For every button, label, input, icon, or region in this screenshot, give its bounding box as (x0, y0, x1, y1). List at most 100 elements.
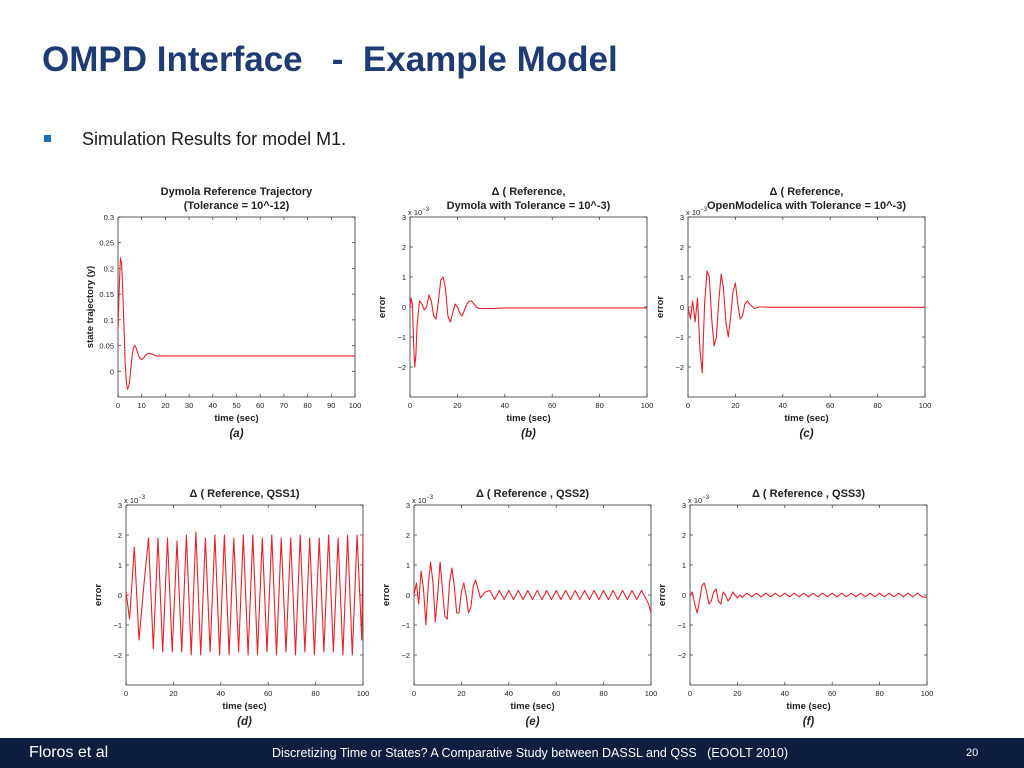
chart-caption: (e) (525, 716, 539, 728)
chart-e: Δ ( Reference , QSS2) 0 20 40 60 80 100 −2 −1 0 1 2… (374, 460, 664, 732)
x-tick-label: 40 (505, 689, 513, 698)
x-tick-label: 100 (349, 401, 362, 410)
y-tick-label: −2 (397, 363, 406, 372)
x-tick-label: 100 (357, 689, 370, 698)
y-tick-label: −1 (401, 621, 410, 630)
y-scale-label: x 10−3 (686, 207, 708, 217)
series-line (413, 561, 652, 626)
y-tick-label: 0.15 (99, 290, 114, 299)
y-axis-label: error (655, 296, 666, 318)
y-tick-label: 0 (402, 303, 406, 312)
y-tick-label: 1 (402, 273, 406, 282)
y-tick-label: 0.1 (104, 316, 114, 325)
chart-title-line: Dymola Reference Trajectory (161, 186, 314, 198)
plot-frame (413, 504, 652, 686)
y-tick-label: 0 (682, 591, 686, 600)
chart-title-line: Δ ( Reference, (770, 186, 844, 198)
x-tick-label: 100 (645, 689, 658, 698)
y-axis-label: error (657, 584, 668, 606)
chart-caption: (b) (521, 428, 536, 440)
y-axis-label: error (377, 296, 388, 318)
x-tick-label: 100 (921, 689, 934, 698)
chart-title-line: Δ ( Reference, QSS1) (190, 488, 300, 500)
chart-svg: Δ ( Reference , QSS3) 0 20 40 60 80 100 −2 −1 0 1 2… (657, 488, 934, 728)
chart-svg: Δ ( Reference, Dymola with Tolerance = 10… (377, 186, 654, 440)
chart-title-line: Δ ( Reference , QSS3) (752, 488, 865, 500)
y-tick-label: 1 (682, 561, 686, 570)
y-tick-label: 3 (682, 501, 686, 510)
x-tick-label: 10 (138, 401, 146, 410)
plot-frame (117, 216, 356, 398)
y-scale-label: x 10−3 (124, 495, 146, 505)
y-scale-label: x 10−3 (412, 495, 434, 505)
x-tick-label: 20 (733, 689, 741, 698)
x-tick-label: 40 (779, 401, 787, 410)
x-tick-label: 20 (169, 689, 177, 698)
y-tick-label: 2 (406, 531, 410, 540)
x-tick-label: 60 (826, 401, 834, 410)
x-tick-label: 60 (264, 689, 272, 698)
chart-c: Δ ( Reference, OpenModelica with Toleranc… (648, 172, 938, 444)
chart-svg: Δ ( Reference , QSS2) 0 20 40 60 80 100 −2 −1 0 1 2… (381, 488, 658, 728)
x-tick-label: 40 (781, 689, 789, 698)
y-tick-label: 2 (682, 531, 686, 540)
plot-frame (125, 504, 364, 686)
chart-title-line: Dymola with Tolerance = 10^-3) (447, 200, 611, 212)
y-tick-label: 2 (402, 243, 406, 252)
y-tick-label: 0.25 (99, 239, 114, 248)
slide-title: OMPD Interface - Example Model (42, 40, 618, 79)
series-line (117, 257, 355, 390)
x-tick-label: 60 (256, 401, 264, 410)
x-tick-label: 60 (548, 401, 556, 410)
x-tick-label: 0 (688, 689, 692, 698)
x-tick-label: 40 (501, 401, 509, 410)
chart-d: Δ ( Reference, QSS1) 0 20 40 60 80 100 −2 −1 0 1 2 3… (86, 460, 376, 732)
chart-b: Δ ( Reference, Dymola with Tolerance = 10… (370, 172, 660, 444)
x-tick-label: 20 (457, 689, 465, 698)
y-tick-label: −1 (397, 333, 406, 342)
series-line (125, 531, 364, 656)
chart-caption: (d) (237, 716, 252, 728)
y-axis-label: error (93, 584, 104, 606)
x-tick-label: 80 (599, 689, 607, 698)
y-tick-label: −2 (677, 651, 686, 660)
x-tick-label: 80 (875, 689, 883, 698)
y-tick-label: 3 (680, 213, 684, 222)
chart-svg: Dymola Reference Trajectory (Tolerance = … (85, 186, 362, 440)
chart-caption: (c) (799, 428, 813, 440)
x-tick-label: 80 (873, 401, 881, 410)
y-axis-label: state trajectory (y) (85, 266, 96, 348)
chart-caption: (f) (803, 716, 815, 728)
footer-citation: Discretizing Time or States? A Comparati… (272, 746, 788, 760)
chart-svg: Δ ( Reference, OpenModelica with Toleranc… (655, 186, 932, 440)
x-axis-label: time (sec) (222, 701, 266, 712)
x-tick-label: 0 (408, 401, 412, 410)
x-tick-label: 100 (641, 401, 654, 410)
x-tick-label: 0 (686, 401, 690, 410)
x-tick-label: 80 (311, 689, 319, 698)
x-tick-label: 90 (327, 401, 335, 410)
chart-title-line: Δ ( Reference, (492, 186, 566, 198)
x-tick-label: 40 (217, 689, 225, 698)
y-scale-label: x 10−3 (688, 495, 710, 505)
y-tick-label: 0.3 (104, 213, 114, 222)
x-tick-label: 20 (731, 401, 739, 410)
series-line (689, 582, 928, 614)
x-axis-label: time (sec) (510, 701, 554, 712)
y-axis-label: error (381, 584, 392, 606)
chart-f: Δ ( Reference , QSS3) 0 20 40 60 80 100 −2 −1 0 1 2… (650, 460, 940, 732)
series-line (687, 270, 925, 374)
y-tick-label: 1 (406, 561, 410, 570)
page-number: 20 (966, 747, 979, 759)
y-tick-label: 1 (680, 273, 684, 282)
bullet-text: Simulation Results for model M1. (82, 129, 347, 149)
chart-a: Dymola Reference Trajectory (Tolerance = … (78, 172, 368, 444)
x-axis-label: time (sec) (786, 701, 830, 712)
y-tick-label: 2 (680, 243, 684, 252)
y-tick-label: 0.2 (104, 264, 114, 273)
y-tick-label: −2 (401, 651, 410, 660)
y-tick-label: 0 (680, 303, 684, 312)
chart-svg: Δ ( Reference, QSS1) 0 20 40 60 80 100 −2 −1 0 1 2 3… (93, 488, 370, 728)
y-tick-label: 3 (406, 501, 410, 510)
x-tick-label: 100 (919, 401, 932, 410)
